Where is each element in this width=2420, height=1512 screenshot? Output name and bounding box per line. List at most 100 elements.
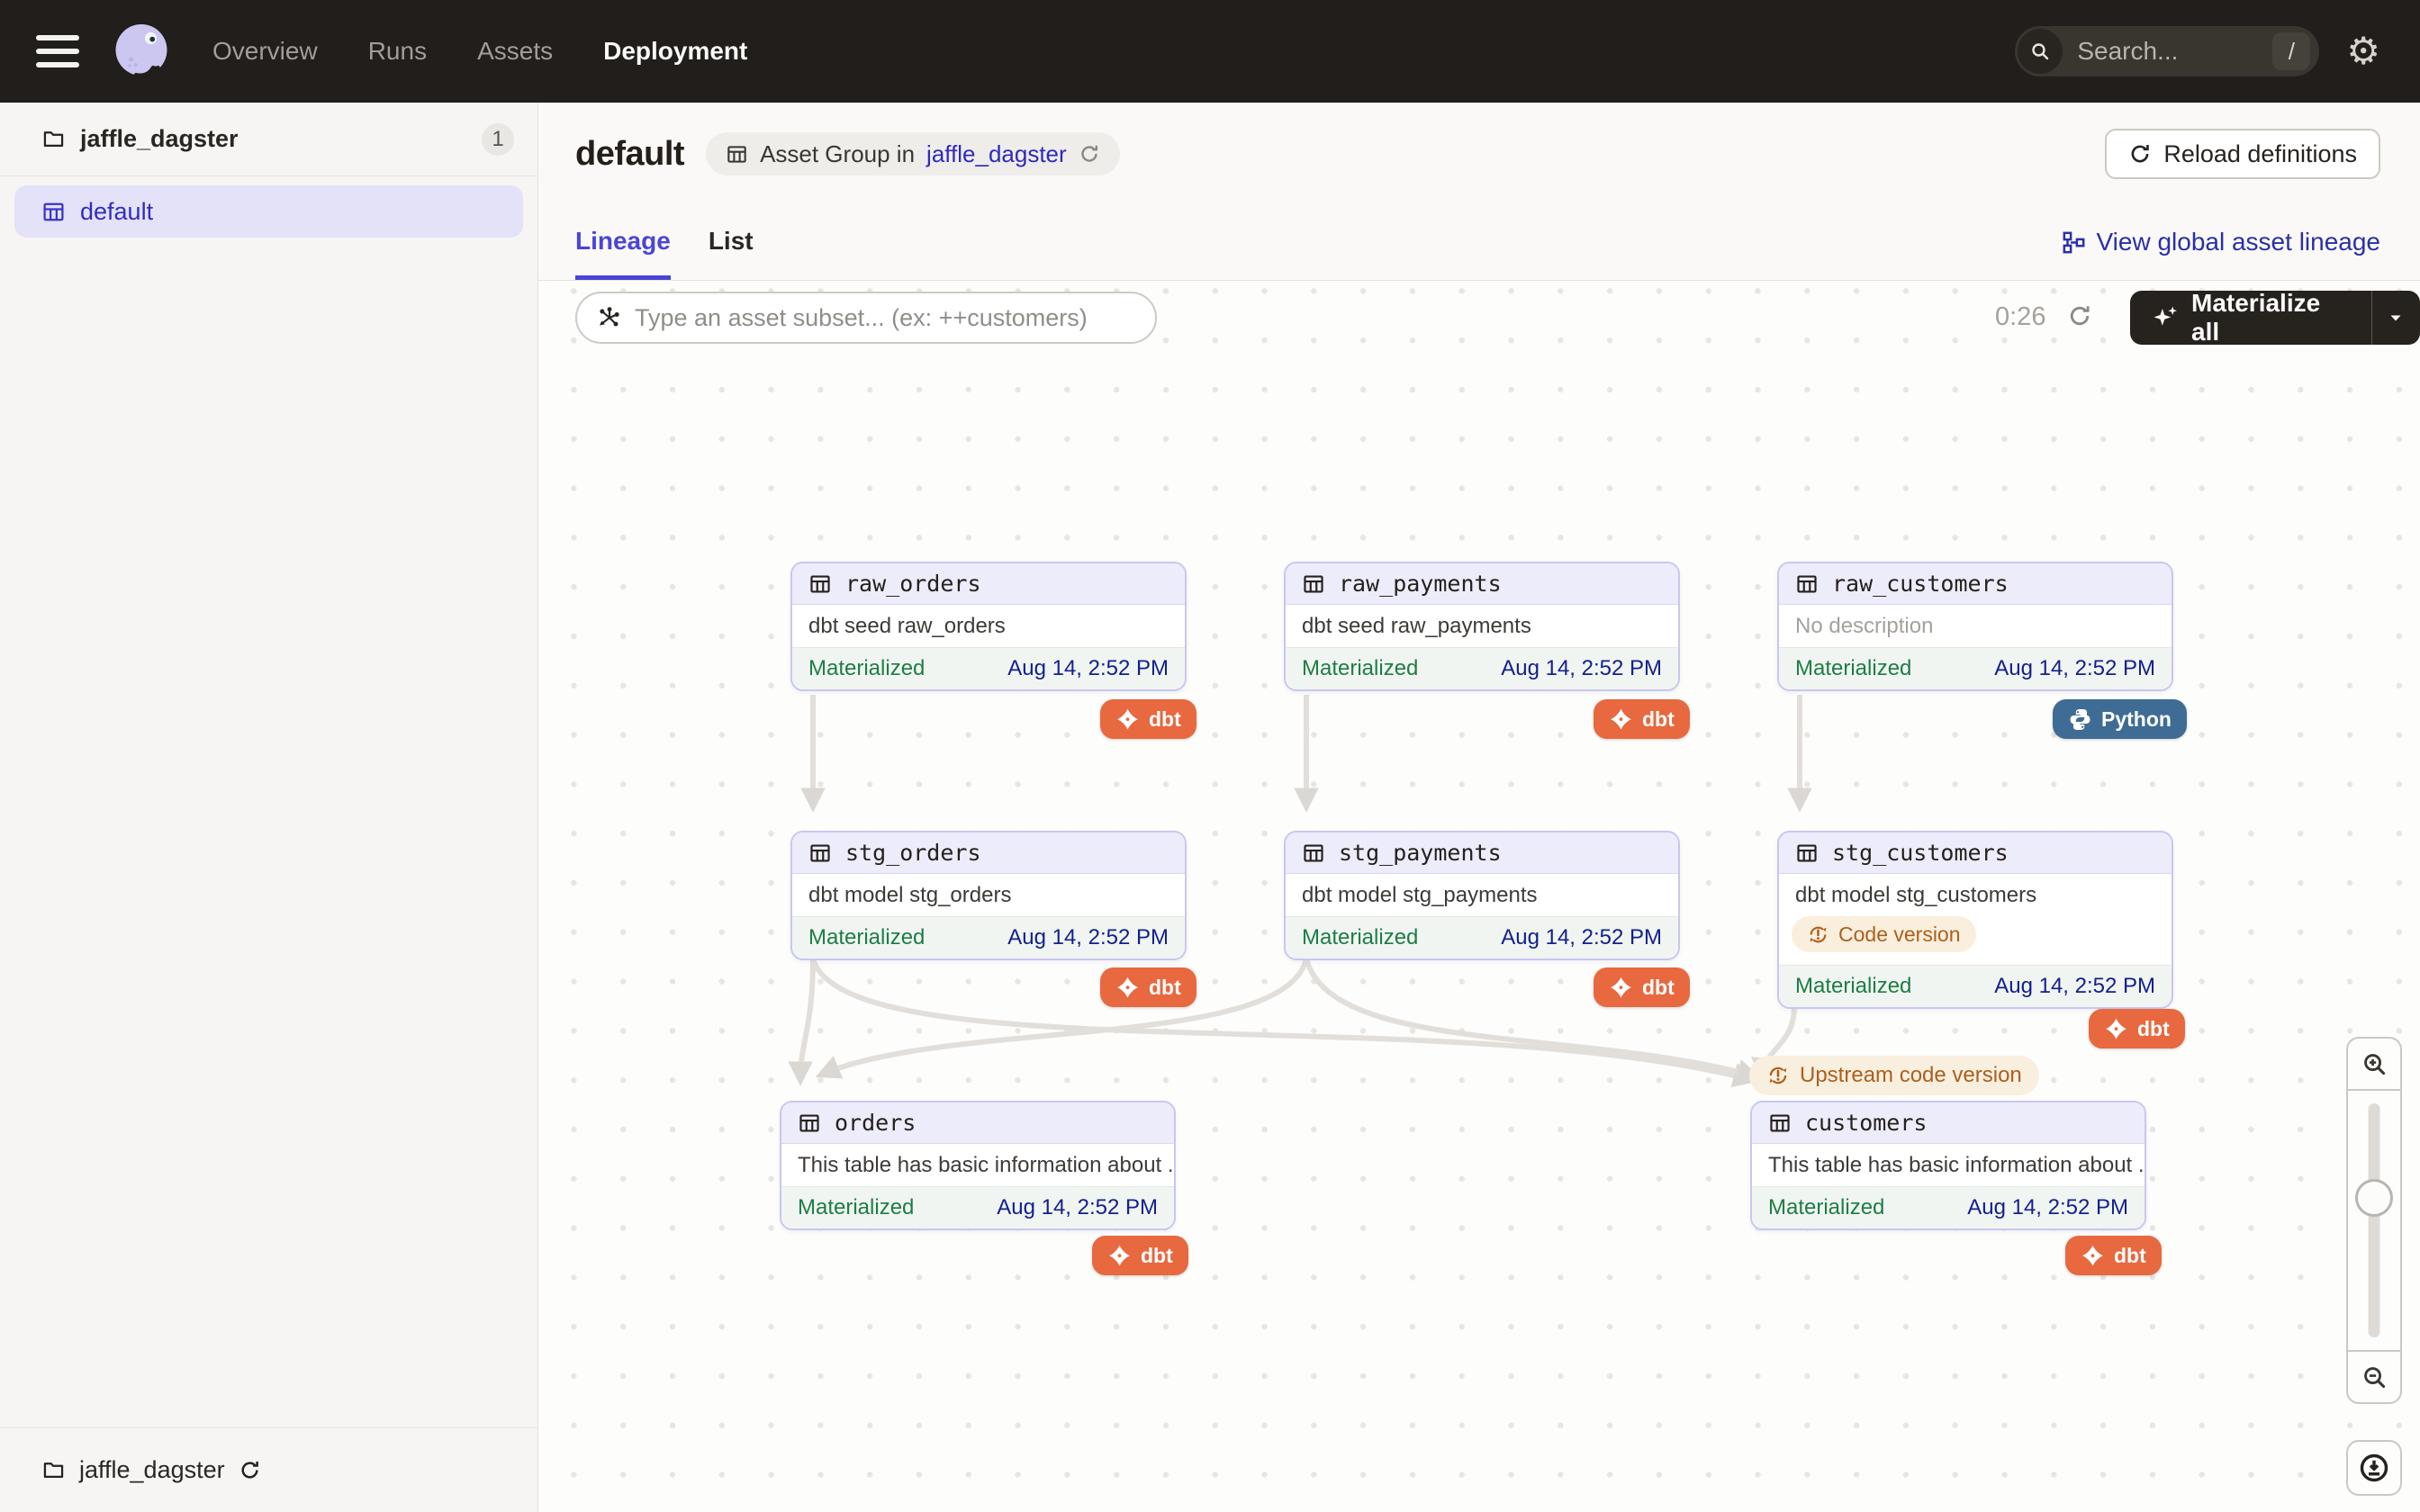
- view-global-asset-lineage-link[interactable]: View global asset lineage: [2062, 228, 2380, 256]
- zoom-out-icon: [2361, 1364, 2388, 1391]
- asset-status: Materialized: [808, 925, 926, 950]
- compute-kind-badge-dbt[interactable]: dbt: [2089, 1009, 2185, 1048]
- nav-item-deployment[interactable]: Deployment: [603, 37, 748, 65]
- reload-definitions-button[interactable]: Reload definitions: [2105, 129, 2380, 179]
- compute-kind-badge-python[interactable]: Python: [2053, 699, 2187, 739]
- chevron-down-icon: [2385, 307, 2406, 328]
- asset-status: Materialized: [1302, 925, 1419, 950]
- asset-status: Materialized: [798, 1195, 915, 1220]
- group-name: default: [80, 197, 154, 225]
- repo-link[interactable]: jaffle_dagster: [926, 140, 1067, 167]
- sidebar-footer-repo[interactable]: jaffle_dagster: [0, 1427, 537, 1512]
- asset-node-raw_payments[interactable]: raw_payments dbt seed raw_payments Mater…: [1284, 562, 1680, 691]
- materialize-all-label: Materialize all: [2191, 289, 2321, 346]
- nav-item-runs[interactable]: Runs: [367, 37, 428, 65]
- sidebar-repo-row[interactable]: jaffle_dagster 1: [0, 103, 537, 176]
- compute-kind-badge-dbt[interactable]: dbt: [2065, 1236, 2162, 1275]
- nav-item-overview[interactable]: Overview: [212, 37, 318, 65]
- asset-name: stg_customers: [1832, 840, 2009, 866]
- top-nav: Overview Runs Assets Deployment / ⚙: [0, 0, 2420, 103]
- asset-node-customers[interactable]: customers This table has basic informati…: [1750, 1101, 2146, 1230]
- table-icon: [798, 1112, 821, 1135]
- refresh-icon[interactable]: [239, 1459, 261, 1481]
- lineage-icon: [2062, 230, 2086, 255]
- asset-description: This table has basic information about .…: [1768, 1152, 2146, 1177]
- compute-kind-badge-dbt[interactable]: dbt: [1100, 699, 1196, 739]
- asset-name: raw_orders: [845, 571, 981, 597]
- tab-list[interactable]: List: [708, 227, 754, 255]
- lineage-canvas[interactable]: 0:26 Materialize all raw_orders dbt seed…: [538, 281, 2420, 1512]
- footer-repo-name: jaffle_dagster: [79, 1456, 225, 1483]
- table-icon: [1795, 572, 1819, 596]
- asset-timestamp[interactable]: Aug 14, 2:52 PM: [1967, 1195, 2128, 1220]
- asset-status: Materialized: [1302, 656, 1419, 680]
- asset-subset-filter[interactable]: [575, 292, 1157, 344]
- code-version-icon: [1766, 1064, 1790, 1087]
- asset-name: raw_payments: [1339, 571, 1502, 597]
- asset-timestamp[interactable]: Aug 14, 2:52 PM: [1501, 925, 1662, 950]
- code-version-badge[interactable]: Code version: [1792, 916, 1976, 952]
- asset-name: raw_customers: [1832, 571, 2009, 597]
- table-icon: [726, 143, 748, 166]
- tab-lineage[interactable]: Lineage: [575, 227, 671, 280]
- refresh-icon[interactable]: [1079, 143, 1100, 165]
- page-title: default: [575, 134, 685, 173]
- menu-icon[interactable]: [36, 35, 79, 68]
- asset-timestamp[interactable]: Aug 14, 2:52 PM: [1501, 656, 1662, 680]
- asset-node-orders[interactable]: orders This table has basic information …: [780, 1101, 1176, 1230]
- search-input[interactable]: [2077, 37, 2273, 66]
- asset-name: customers: [1805, 1110, 1928, 1136]
- global-search[interactable]: /: [2015, 26, 2320, 76]
- table-icon: [808, 572, 832, 596]
- code-version-icon: [1807, 923, 1829, 946]
- zoom-slider[interactable]: [2348, 1091, 2400, 1350]
- asset-name: stg_payments: [1339, 840, 1502, 866]
- download-icon: [2358, 1452, 2390, 1484]
- asset-name: orders: [835, 1110, 917, 1136]
- dbt-logo-icon: [1107, 1244, 1132, 1268]
- asset-node-stg_payments[interactable]: stg_payments dbt model stg_payments Mate…: [1284, 831, 1680, 960]
- materialize-options-caret[interactable]: [2370, 291, 2420, 345]
- asset-timestamp[interactable]: Aug 14, 2:52 PM: [1994, 656, 2155, 680]
- repo-count-badge: 1: [482, 122, 514, 156]
- asset-group-pill: Asset Group in jaffle_dagster: [706, 132, 1120, 176]
- asset-description: dbt model stg_customers: [1795, 882, 2037, 907]
- upstream-code-version-badge[interactable]: Upstream code version: [1749, 1056, 2039, 1095]
- asset-node-raw_customers[interactable]: raw_customers No description Materialize…: [1777, 562, 2173, 691]
- asset-description: dbt seed raw_payments: [1302, 613, 1531, 638]
- asset-timestamp[interactable]: Aug 14, 2:52 PM: [997, 1195, 1158, 1220]
- dbt-logo-icon: [1115, 707, 1140, 732]
- compute-kind-badge-dbt[interactable]: dbt: [1100, 968, 1196, 1007]
- asset-node-stg_orders[interactable]: stg_orders dbt model stg_orders Material…: [790, 831, 1187, 960]
- dagster-logo-icon[interactable]: [110, 20, 173, 83]
- asset-description: No description: [1795, 613, 1934, 638]
- zoom-in-button[interactable]: [2348, 1039, 2400, 1091]
- asset-subset-input[interactable]: [635, 303, 1135, 332]
- dbt-logo-icon: [2104, 1017, 2128, 1041]
- dbt-logo-icon: [1115, 976, 1140, 1000]
- asset-timestamp[interactable]: Aug 14, 2:52 PM: [1994, 974, 2155, 998]
- asset-status: Materialized: [808, 656, 926, 680]
- asset-status: Materialized: [1768, 1195, 1885, 1220]
- asset-node-raw_orders[interactable]: raw_orders dbt seed raw_orders Materiali…: [790, 562, 1187, 691]
- compute-kind-badge-dbt[interactable]: dbt: [1594, 699, 1690, 739]
- settings-gear-icon[interactable]: ⚙: [2346, 29, 2380, 73]
- nav-item-assets[interactable]: Assets: [477, 37, 554, 65]
- download-graph-button[interactable]: [2346, 1440, 2402, 1496]
- sidebar-item-default-group[interactable]: default: [14, 185, 523, 238]
- zoom-out-button[interactable]: [2348, 1350, 2400, 1402]
- asset-timestamp[interactable]: Aug 14, 2:52 PM: [1007, 925, 1169, 950]
- asset-description: This table has basic information about .…: [798, 1152, 1176, 1177]
- asset-node-stg_customers[interactable]: stg_customers dbt model stg_customers Co…: [1777, 831, 2173, 1009]
- materialize-all-button[interactable]: Materialize all: [2130, 289, 2420, 346]
- compute-kind-badge-dbt[interactable]: dbt: [1594, 968, 1690, 1007]
- view-global-label: View global asset lineage: [2096, 228, 2380, 256]
- asset-timestamp[interactable]: Aug 14, 2:52 PM: [1007, 656, 1169, 680]
- zoom-slider-handle[interactable]: [2355, 1179, 2393, 1217]
- primary-nav: Overview Runs Assets Deployment: [212, 37, 747, 66]
- refresh-icon[interactable]: [2067, 303, 2092, 328]
- zoom-slider-track[interactable]: [2368, 1103, 2380, 1337]
- repo-name: jaffle_dagster: [80, 125, 239, 152]
- compute-kind-badge-dbt[interactable]: dbt: [1092, 1236, 1188, 1275]
- table-icon: [1302, 842, 1325, 865]
